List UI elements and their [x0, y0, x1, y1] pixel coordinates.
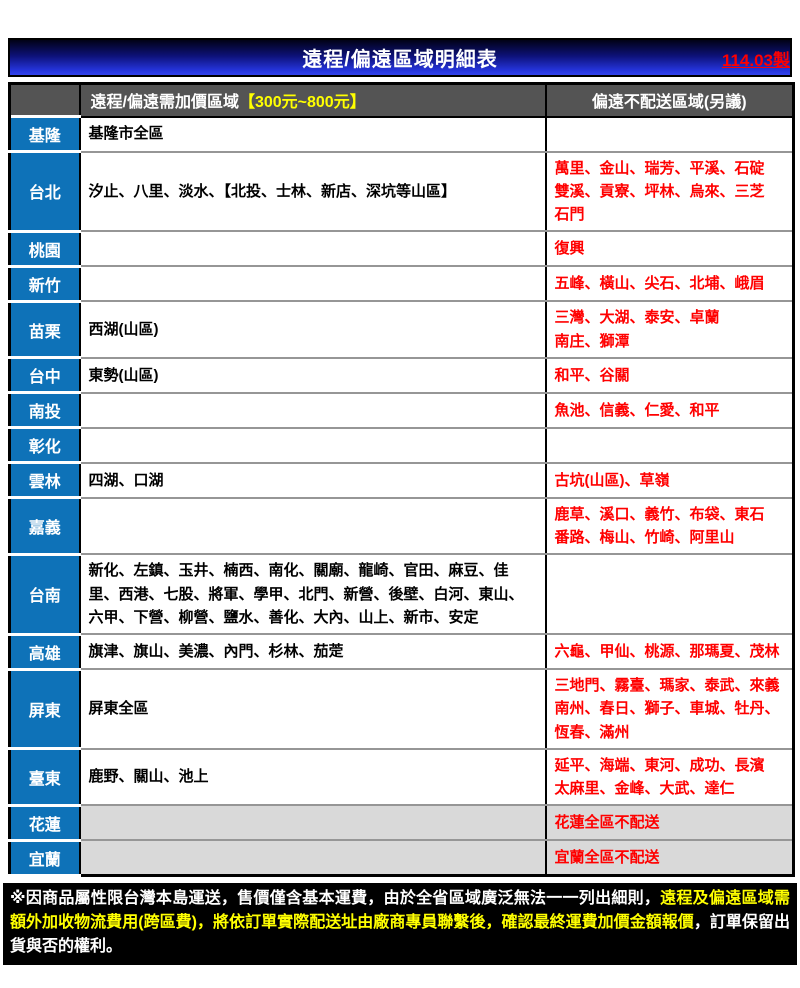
table-row: 雲林 四湖、口湖 古坑(山區)、草嶺 — [8, 461, 795, 500]
no-delivery-cell: 花蓮全區不配送 — [544, 804, 795, 842]
region-label: 屏東 — [8, 667, 81, 751]
surcharge-cell: 汐止、八里、淡水、【北投、士林、新店、深坑等山區】 — [78, 150, 547, 233]
surcharge-cell — [78, 496, 547, 556]
region-label: 彰化 — [8, 426, 81, 465]
no-delivery-cell: 六龜、甲仙、桃源、那瑪夏、茂林 — [544, 633, 795, 670]
surcharge-cell: 東勢(山區) — [78, 356, 547, 394]
page-title: 遠程/偏遠區域明細表 — [302, 49, 498, 71]
region-label: 南投 — [8, 391, 81, 430]
region-label: 雲林 — [8, 461, 81, 500]
header-region-blank — [8, 82, 81, 118]
table-row: 臺東 鹿野、關山、池上 延平、海端、東河、成功、長濱 太麻里、金峰、大武、達仁 — [8, 747, 795, 807]
no-delivery-cell: 和平、谷關 — [544, 356, 795, 394]
no-delivery-cell: 宜蘭全區不配送 — [544, 839, 795, 877]
table-row: 屏東 屏東全區 三地門、霧臺、瑪家、泰武、來義 南州、春日、獅子、車城、牡丹、 … — [8, 667, 795, 751]
table-row: 高雄 旗津、旗山、美濃、內門、杉林、茄萣 六龜、甲仙、桃源、那瑪夏、茂林 — [8, 632, 795, 671]
surcharge-cell: 新化、左鎮、玉井、楠西、南化、關廟、龍崎、官田、麻豆、佳里、西港、七股、將軍、學… — [78, 553, 547, 635]
surcharge-cell — [78, 391, 547, 429]
no-delivery-cell: 鹿草、溪口、義竹、布袋、東石 番路、梅山、竹崎、阿里山 — [544, 496, 795, 556]
surcharge-cell: 基隆市全區 — [78, 115, 547, 153]
no-delivery-cell: 延平、海端、東河、成功、長濱 太麻里、金峰、大武、達仁 — [544, 747, 795, 807]
footer-note: ※因商品屬性限台灣本島運送，售價僅含基本運費，由於全省區域廣泛無法一一列出細則，… — [3, 882, 797, 965]
table-row: 新竹 五峰、橫山、尖石、北埔、峨眉 — [8, 264, 795, 303]
table-row: 彰化 — [8, 426, 795, 465]
table-row: 台南 新化、左鎮、玉井、楠西、南化、關廟、龍崎、官田、麻豆、佳里、西港、七股、將… — [8, 552, 795, 636]
surcharge-cell — [78, 230, 547, 268]
no-delivery-cell: 古坑(山區)、草嶺 — [544, 461, 795, 499]
no-delivery-cell: 三灣、大湖、泰安、卓蘭 南庄、獅潭 — [544, 300, 795, 359]
header-no-delivery: 偏遠不配送區域(另議) — [544, 82, 795, 118]
region-label: 臺東 — [8, 747, 81, 807]
surcharge-cell — [78, 265, 547, 303]
table-row: 嘉義 鹿草、溪口、義竹、布袋、東石 番路、梅山、竹崎、阿里山 — [8, 496, 795, 556]
surcharge-cell: 四湖、口湖 — [78, 461, 547, 499]
table-row: 基隆 基隆市全區 — [8, 115, 795, 153]
version-label: 114.03製 — [721, 51, 790, 70]
title-bar: 遠程/偏遠區域明細表 — [8, 38, 792, 77]
header-surcharge-label: 遠程/偏遠需加價區域 — [90, 94, 239, 112]
region-label: 台北 — [8, 150, 81, 233]
no-delivery-cell: 萬里、金山、瑞芳、平溪、石碇 雙溪、貢寮、坪林、烏來、三芝 石門 — [544, 150, 795, 233]
region-label: 宜蘭 — [8, 838, 81, 877]
surcharge-cell: 屏東全區 — [78, 668, 547, 750]
header-surcharge-price-range: 【300元~800元】 — [238, 94, 366, 112]
no-delivery-cell — [544, 115, 795, 153]
header-surcharge: 遠程/偏遠需加價區域【300元~800元】 — [78, 82, 547, 118]
surcharge-cell: 鹿野、關山、池上 — [78, 747, 547, 807]
region-label: 桃園 — [8, 229, 81, 268]
table-row: 花蓮 花蓮全區不配送 — [8, 803, 795, 842]
table-row: 台北 汐止、八里、淡水、【北投、士林、新店、深坑等山區】 萬里、金山、瑞芳、平溪… — [8, 150, 795, 233]
no-delivery-cell: 三地門、霧臺、瑪家、泰武、來義 南州、春日、獅子、車城、牡丹、 恆春、滿州 — [544, 668, 795, 750]
region-table: 遠程/偏遠需加價區域【300元~800元】 偏遠不配送區域(另議) 基隆 基隆市… — [8, 82, 795, 877]
surcharge-cell — [78, 839, 547, 877]
region-label: 嘉義 — [8, 496, 81, 556]
table-row: 台中 東勢(山區) 和平、谷關 — [8, 356, 795, 395]
region-label: 台南 — [8, 552, 81, 636]
no-delivery-cell — [544, 553, 795, 635]
no-delivery-cell: 五峰、橫山、尖石、北埔、峨眉 — [544, 265, 795, 303]
table-header-row: 遠程/偏遠需加價區域【300元~800元】 偏遠不配送區域(另議) — [8, 82, 795, 118]
table-row: 桃園 復興 — [8, 229, 795, 268]
region-label: 花蓮 — [8, 803, 81, 842]
no-delivery-cell: 魚池、信義、仁愛、和平 — [544, 391, 795, 429]
surcharge-cell — [78, 426, 547, 464]
table-row: 南投 魚池、信義、仁愛、和平 — [8, 391, 795, 430]
surcharge-cell — [78, 804, 547, 842]
region-label: 高雄 — [8, 632, 81, 671]
region-label: 基隆 — [8, 115, 81, 153]
table-row: 宜蘭 宜蘭全區不配送 — [8, 838, 795, 877]
no-delivery-cell — [544, 426, 795, 464]
region-table-body: 基隆 基隆市全區 台北 汐止、八里、淡水、【北投、士林、新店、深坑等山區】 萬里… — [8, 115, 795, 877]
no-delivery-cell: 復興 — [544, 230, 795, 268]
footer-note-highlight: 遠程及偏遠區域需額外加收物流費用(跨區費)，將依訂單實際配送址由廠商專員聯繫後，… — [10, 889, 790, 931]
region-label: 苗栗 — [8, 299, 81, 360]
footer-note-part1: ※因商品屬性限台灣本島運送，售價僅含基本運費，由於全省區域廣泛無法一一列出細則， — [10, 889, 661, 907]
table-row: 苗栗 西湖(山區) 三灣、大湖、泰安、卓蘭 南庄、獅潭 — [8, 299, 795, 360]
surcharge-cell: 旗津、旗山、美濃、內門、杉林、茄萣 — [78, 633, 547, 670]
region-label: 新竹 — [8, 264, 81, 303]
region-label: 台中 — [8, 356, 81, 395]
surcharge-cell: 西湖(山區) — [78, 300, 547, 359]
